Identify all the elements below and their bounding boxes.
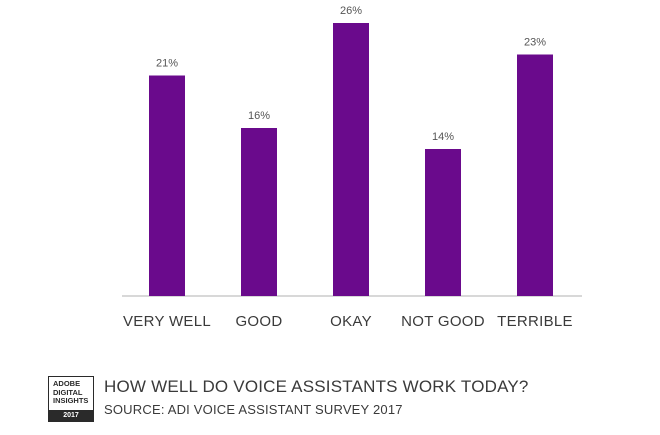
value-labels: 21% 16% 26% 14% 23%: [156, 5, 546, 143]
chart-title: HOW WELL DO VOICE ASSISTANTS WORK TODAY?: [104, 377, 529, 396]
bar-good: [241, 128, 277, 296]
value-label: 23%: [524, 37, 546, 49]
badge-year: 2017: [49, 410, 93, 421]
chart-source: SOURCE: ADI VOICE ASSISTANT SURVEY 2017: [104, 402, 403, 417]
bar-terrible: [517, 54, 553, 296]
bar-very-well: [149, 75, 185, 296]
value-label: 21%: [156, 58, 178, 70]
category-labels: VERY WELL GOOD OKAY NOT GOOD TERRIBLE: [123, 313, 573, 330]
category-label: GOOD: [235, 313, 282, 330]
value-label: 26%: [340, 5, 362, 17]
category-label: VERY WELL: [123, 313, 211, 330]
chart-footer: ADOBE DIGITAL INSIGHTS 2017 HOW WELL DO …: [48, 372, 648, 427]
value-label: 16%: [248, 110, 270, 122]
bar-chart: 21% 16% 26% 14% 23% VERY WELL GOOD OKAY NOT GOO…: [122, 5, 582, 330]
bars: [149, 23, 553, 296]
bar-not-good: [425, 149, 461, 296]
category-label: NOT GOOD: [401, 313, 485, 330]
adobe-digital-insights-badge: ADOBE DIGITAL INSIGHTS 2017: [48, 376, 94, 422]
badge-line: ADOBE: [53, 379, 81, 388]
category-label: OKAY: [330, 313, 372, 330]
value-label: 14%: [432, 131, 454, 143]
category-label: TERRIBLE: [497, 313, 573, 330]
badge-line: INSIGHTS: [53, 396, 89, 405]
bar-okay: [333, 23, 369, 296]
badge-line: DIGITAL: [53, 387, 83, 397]
